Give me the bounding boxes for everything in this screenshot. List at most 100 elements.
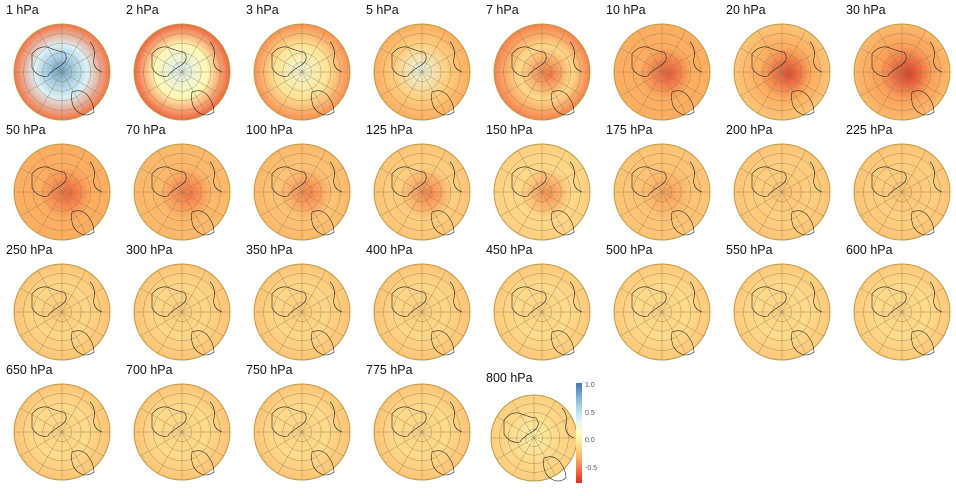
meridian-line <box>61 287 104 313</box>
panel-title: 30 hPa <box>846 3 886 17</box>
meridian-line <box>517 30 543 73</box>
meridian-line <box>277 71 303 114</box>
meridian-line <box>781 287 824 313</box>
coastline <box>391 41 463 116</box>
meridian-line <box>181 407 224 433</box>
meridian-line <box>20 431 63 457</box>
map-panel: 10 hPa <box>606 0 724 121</box>
meridian-line <box>20 71 63 97</box>
meridian-line <box>901 47 944 73</box>
coastline <box>151 401 223 476</box>
meridian-line <box>380 431 423 457</box>
meridian-line <box>661 287 704 313</box>
meridian-line <box>260 407 303 433</box>
meridian-line <box>397 431 423 474</box>
coastline <box>871 161 943 236</box>
coastline <box>751 281 823 356</box>
panel-title: 775 hPa <box>366 363 413 377</box>
meridian-line <box>277 150 303 193</box>
meridian-line <box>260 71 303 97</box>
meridian-line <box>277 191 303 234</box>
meridian-line <box>61 71 87 114</box>
meridian-line <box>181 150 207 193</box>
panel-title: 100 hPa <box>246 123 293 137</box>
meridian-line <box>140 311 183 337</box>
meridian-line <box>740 167 783 193</box>
meridian-line <box>140 167 183 193</box>
map-panel: 700 hPa <box>126 360 244 481</box>
meridian-line <box>637 71 663 114</box>
meridian-line <box>37 30 63 73</box>
meridian-line <box>637 30 663 73</box>
map-panel: 500 hPa <box>606 240 724 361</box>
meridian-line <box>901 71 927 114</box>
meridian-line <box>533 437 572 460</box>
map-panel: 750 hPa <box>246 360 364 481</box>
meridian-line <box>877 311 903 354</box>
meridian-line <box>260 311 303 337</box>
meridian-line <box>421 47 464 73</box>
meridian-line <box>301 431 344 457</box>
panel-title: 700 hPa <box>126 363 173 377</box>
meridian-line <box>61 191 87 234</box>
map-panel: 5 hPa <box>366 0 484 121</box>
meridian-line <box>277 311 303 354</box>
meridian-line <box>37 311 63 354</box>
meridian-line <box>496 437 535 460</box>
meridian-line <box>301 191 327 234</box>
meridian-line <box>140 71 183 97</box>
polar-map <box>373 263 471 361</box>
meridian-line <box>380 47 423 73</box>
colorbar-tick-label: 0.5 <box>585 409 595 417</box>
meridian-line <box>877 191 903 234</box>
meridian-line <box>181 311 224 337</box>
map-panel: 800 hPa <box>486 368 604 488</box>
map-panel: 600 hPa <box>846 240 956 361</box>
polar-map <box>13 143 111 241</box>
meridian-line <box>157 71 183 114</box>
panel-title: 150 hPa <box>486 123 533 137</box>
meridian-line <box>380 71 423 97</box>
meridian-line <box>20 167 63 193</box>
meridian-line <box>157 431 183 474</box>
meridian-line <box>260 431 303 457</box>
meridian-line <box>157 150 183 193</box>
meridian-line <box>301 390 327 433</box>
meridian-line <box>541 191 584 217</box>
panel-title: 550 hPa <box>726 243 773 257</box>
meridian-line <box>421 390 447 433</box>
polar-map <box>493 143 591 241</box>
meridian-line <box>517 71 543 114</box>
meridian-line <box>781 71 807 114</box>
meridian-line <box>20 191 63 217</box>
meridian-line <box>901 150 927 193</box>
meridian-line <box>541 167 584 193</box>
polar-map <box>373 143 471 241</box>
meridian-line <box>757 71 783 114</box>
meridian-line <box>301 191 344 217</box>
meridian-line <box>301 30 327 73</box>
coastline <box>511 161 583 236</box>
meridian-line <box>421 191 464 217</box>
panel-title: 3 hPa <box>246 3 279 17</box>
meridian-line <box>500 311 543 337</box>
map-panel: 7 hPa <box>486 0 604 121</box>
meridian-line <box>380 311 423 337</box>
meridian-line <box>301 47 344 73</box>
panel-title: 600 hPa <box>846 243 893 257</box>
map-panel: 175 hPa <box>606 120 724 241</box>
colorbar-tick-label: 0.0 <box>585 437 595 445</box>
meridian-line <box>517 150 543 193</box>
meridian-line <box>301 311 344 337</box>
meridian-line <box>181 71 207 114</box>
meridian-line <box>421 71 464 97</box>
meridian-line <box>901 191 927 234</box>
meridian-line <box>181 431 224 457</box>
meridian-line <box>181 30 207 73</box>
meridian-line <box>541 150 567 193</box>
polar-map <box>373 383 471 481</box>
meridian-line <box>397 191 423 234</box>
meridian-line <box>781 191 807 234</box>
meridian-line <box>781 311 807 354</box>
colorbar-tick-label: 1.0 <box>585 381 595 389</box>
